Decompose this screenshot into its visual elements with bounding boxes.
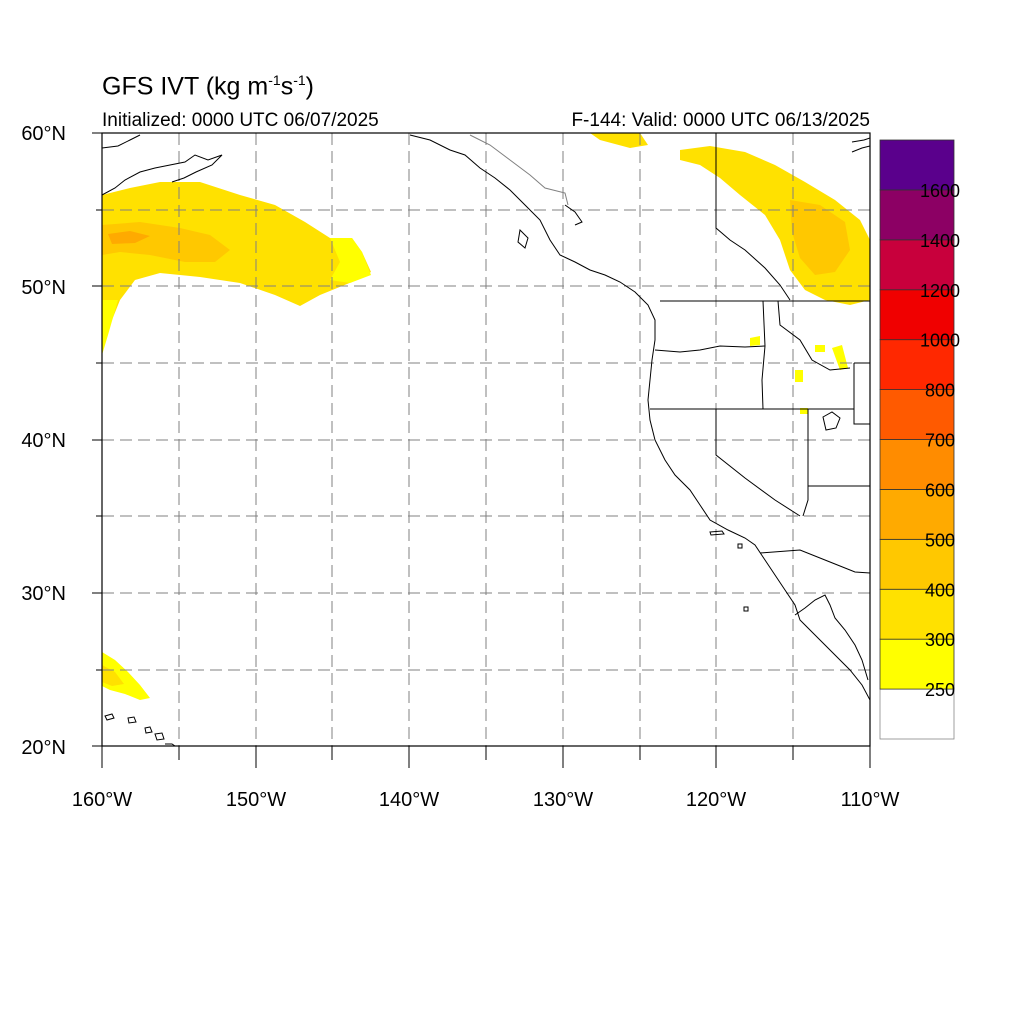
ivt-area-hawaii-plume xyxy=(102,652,150,700)
ivt-area-gulf-of-alaska-edge xyxy=(102,238,371,355)
lat-label-30n: 30°N xyxy=(21,583,66,605)
colorbar-label: 300 xyxy=(925,630,955,650)
lat-label-50n: 50°N xyxy=(21,277,66,299)
valid-time: F-144: Valid: 0000 UTC 06/13/2025 xyxy=(571,110,870,131)
colorbar-label: 700 xyxy=(925,431,955,451)
ivt-area-north-coast-strip xyxy=(590,133,648,148)
chart-title: GFS IVT (kg m-1s-1) xyxy=(102,72,314,101)
colorbar-swatch xyxy=(879,588,955,640)
alaska-border xyxy=(469,134,569,206)
coastlines xyxy=(102,134,870,746)
colorbar-swatch xyxy=(879,239,955,291)
lon-label-130w: 130°W xyxy=(533,789,593,811)
ivt-area-interior-patches xyxy=(750,336,848,414)
ivt-area-canada-rockies-core xyxy=(790,200,850,275)
grid-lines xyxy=(102,133,870,746)
colorbar-label: 1200 xyxy=(920,281,960,301)
lon-label-160w: 160°W xyxy=(72,789,132,811)
colorbar-swatch xyxy=(879,489,955,540)
colorbar-swatch xyxy=(879,289,955,341)
colorbar-swatch xyxy=(879,339,955,390)
colorbar-label: 1400 xyxy=(920,231,960,251)
initialized-time: Initialized: 0000 UTC 06/07/2025 xyxy=(102,110,379,131)
colorbar-swatch xyxy=(879,538,955,590)
ivt-area-gulf-of-alaska-plume xyxy=(102,182,371,350)
colorbar-label: 400 xyxy=(925,580,955,600)
latitude-labels: 60°N 50°N 40°N 30°N 20°N xyxy=(21,123,66,759)
colorbar-swatch xyxy=(879,139,955,191)
political-boundaries xyxy=(650,133,870,574)
colorbar-label: 500 xyxy=(925,530,955,550)
lat-label-40n: 40°N xyxy=(21,430,66,452)
lon-label-150w: 150°W xyxy=(226,789,286,811)
colorbar-label: 1600 xyxy=(920,181,960,201)
axis-ticks xyxy=(92,132,871,768)
colorbar-label: 250 xyxy=(925,680,955,700)
lat-label-60n: 60°N xyxy=(21,123,66,145)
colorbar-label: 600 xyxy=(925,480,955,500)
colorbar-label: 1000 xyxy=(920,331,960,351)
colorbar-label: 800 xyxy=(925,381,955,401)
lon-label-140w: 140°W xyxy=(379,789,439,811)
colorbar: 250 300 400 500 600 700 800 1000 1200 1400 1600 xyxy=(879,139,960,740)
lon-label-120w: 120°W xyxy=(686,789,746,811)
colorbar-swatch xyxy=(879,439,955,490)
colorbar-swatch xyxy=(879,189,955,241)
longitude-labels: 160°W 150°W 140°W 130°W 120°W 110°W xyxy=(72,789,900,811)
ivt-field xyxy=(102,133,870,746)
lon-label-110w: 110°W xyxy=(841,789,900,811)
ivt-area-gulf-of-alaska-core-inner xyxy=(108,231,150,244)
lat-label-20n: 20°N xyxy=(21,737,66,759)
